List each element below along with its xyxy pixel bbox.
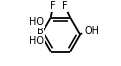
Text: OH: OH [85,26,100,36]
Text: F: F [62,1,68,11]
Text: F: F [50,1,56,11]
Text: HO: HO [29,17,44,27]
Text: HO: HO [29,36,44,46]
Text: B: B [37,26,43,36]
